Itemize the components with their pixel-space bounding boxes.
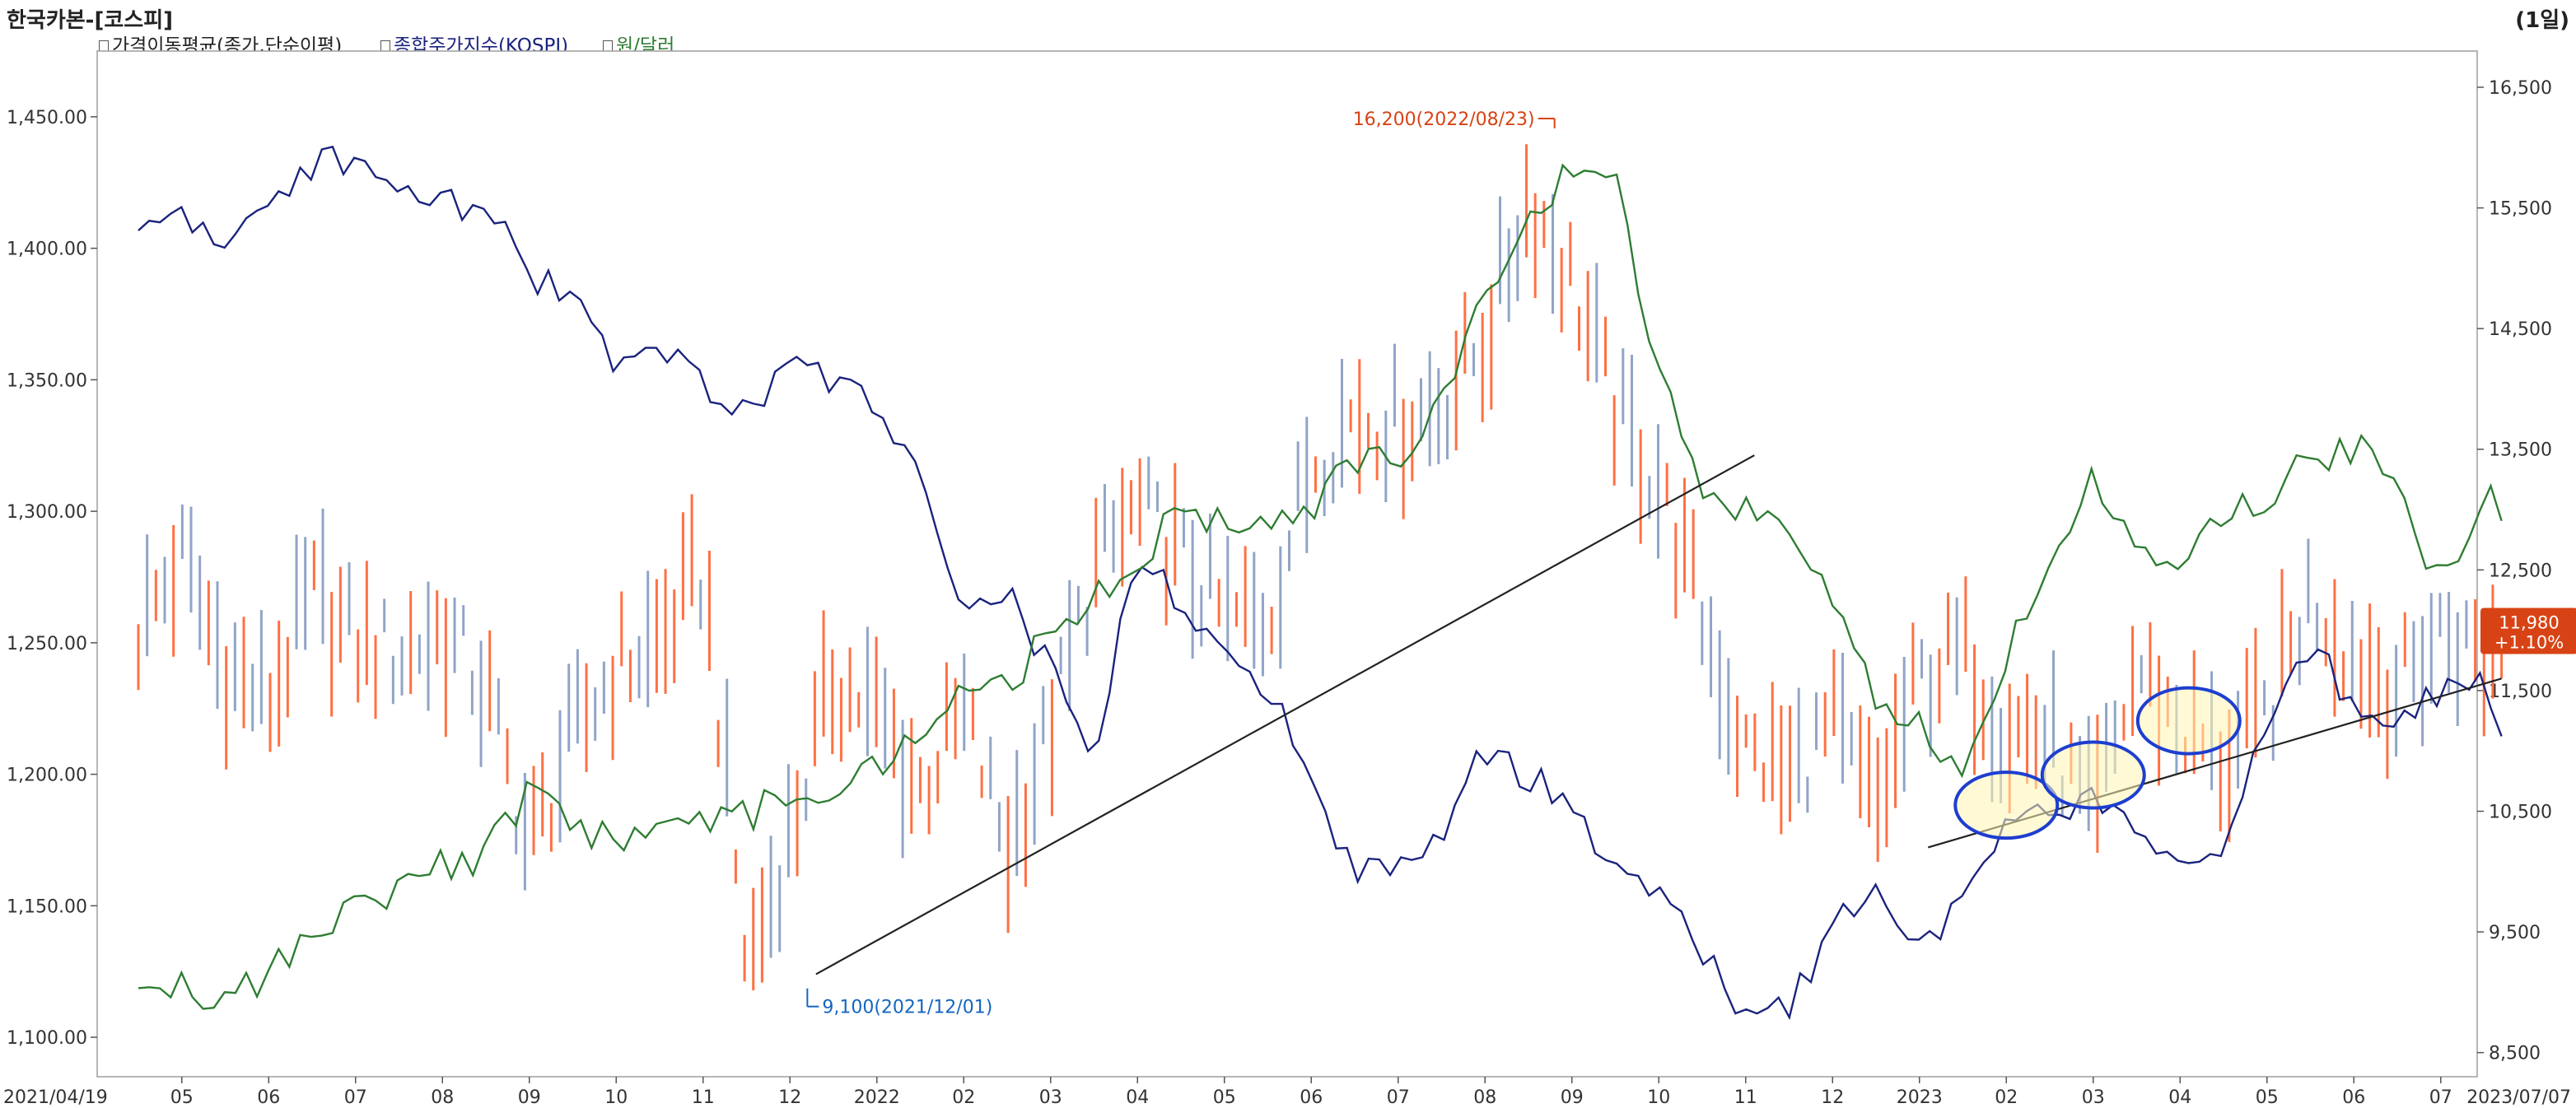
left-axis-label: 1,300.00 [7,502,87,523]
x-axis-label: 04 [2168,1087,2191,1108]
x-axis-label: 02 [952,1087,975,1108]
chart-title: 한국카본-[코스피] [7,8,173,33]
last-price-value: 11,980 [2499,613,2559,633]
x-axis-label: 07 [344,1087,367,1108]
x-axis-label: 12 [1821,1087,1844,1108]
highlight-ellipse [1953,770,2060,840]
x-axis-label: 10 [604,1087,628,1108]
x-axis-label: 11 [1734,1087,1757,1108]
krw-usd-line [138,163,2503,1010]
x-axis-label: 2023 [1897,1087,1943,1108]
left-axis-label: 1,100.00 [7,1028,87,1049]
x-axis-label: 04 [1126,1087,1149,1108]
kospi-line [138,145,2503,1021]
left-axis-label: 1,450.00 [7,108,87,128]
x-axis-label: 2022 [854,1087,900,1108]
right-axis-label: 16,500 [2489,78,2552,99]
right-axis-label: 9,500 [2489,923,2541,943]
left-axis-label: 1,400.00 [7,240,87,260]
last-price-badge [2480,608,2576,654]
x-axis-label: 07 [2429,1087,2452,1108]
left-axis-label: 1,150.00 [7,896,87,917]
x-axis-label: 2021/04/19 [3,1087,108,1108]
x-axis-label: 09 [518,1087,541,1108]
highlight-ellipse [2040,740,2146,810]
x-axis-label: 10 [1647,1087,1670,1108]
left-axis-label: 1,250.00 [7,634,87,654]
high-annotation: 16,200(2022/08/23) [1353,109,1535,130]
x-axis-label: 02 [1995,1087,2018,1108]
right-axis-label: 10,500 [2489,803,2552,823]
x-axis-label: 05 [170,1087,194,1108]
right-axis-label: 12,500 [2489,561,2552,581]
right-axis-label: 15,500 [2489,199,2552,220]
x-axis-label: 03 [1039,1087,1062,1108]
x-axis-label: 08 [431,1087,454,1108]
right-axis-label: 13,500 [2489,440,2552,461]
low-annotation: 9,100(2021/12/01) [822,998,992,1018]
left-axis-label: 1,350.00 [7,370,87,391]
period-label[interactable]: (1일) [2515,8,2569,33]
x-axis-label: 05 [1213,1087,1236,1108]
x-axis-label: 07 [1387,1087,1410,1108]
left-axis-label: 1,200.00 [7,766,87,786]
x-axis-label: 09 [1561,1087,1584,1108]
x-axis-label: 08 [1473,1087,1496,1108]
right-axis-label: 11,500 [2489,682,2552,702]
x-axis-label: 05 [2256,1087,2279,1108]
x-axis-label: 03 [2082,1087,2105,1108]
x-axis-label: 06 [257,1087,280,1108]
x-axis-label: 06 [2342,1087,2365,1108]
right-axis-label: 8,500 [2489,1044,2541,1064]
x-axis-label: 12 [778,1087,801,1108]
x-axis-label: 11 [692,1087,715,1108]
last-price-change: +1.10% [2494,633,2564,653]
x-axis-label: 06 [1300,1087,1323,1108]
highlight-ellipse [2135,686,2242,756]
plot-frame [96,50,2478,1078]
trend-line [815,454,1755,975]
right-axis-label: 14,500 [2489,319,2552,340]
x-axis-label: 2023/07/07 [2466,1087,2571,1108]
